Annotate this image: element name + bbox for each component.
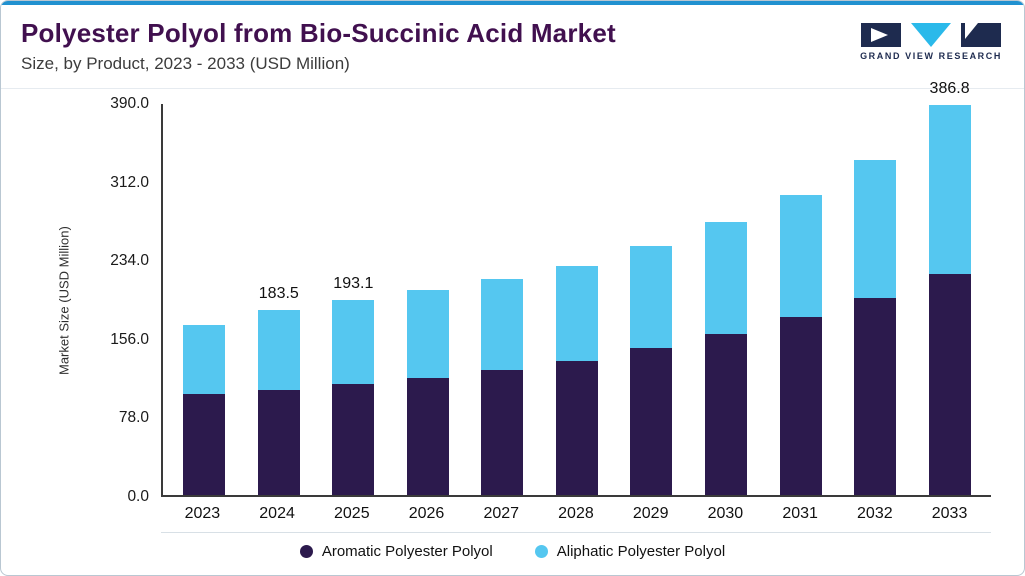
bar-2023[interactable] [183, 324, 226, 495]
bar-segment-aliphatic[interactable] [481, 279, 524, 371]
y-tick-label: 234.0 [110, 252, 149, 270]
bar-2029[interactable] [630, 246, 673, 495]
x-tick-label: 2024 [259, 505, 295, 522]
bar-segment-aromatic[interactable] [183, 394, 226, 495]
legend-label: Aromatic Polyester Polyol [321, 543, 493, 560]
plot-area: 183.5 193.1 386.8 [161, 80, 991, 497]
bar-segment-aliphatic[interactable] [257, 310, 300, 391]
y-tick-label: 156.0 [110, 330, 149, 348]
header-titles: Polyester Polyol from Bio-Succinic Acid … [21, 18, 616, 74]
bar-segment-aromatic[interactable] [332, 384, 375, 495]
bar-2027[interactable] [481, 279, 524, 495]
bar-total-label: 386.8 [929, 80, 970, 98]
y-axis-title: Market Size (USD Million) [56, 226, 72, 375]
bar-segment-aliphatic[interactable] [704, 221, 747, 334]
y-tick-label: 0.0 [127, 488, 149, 505]
bar-2026[interactable] [406, 290, 449, 495]
legend-item-aliphatic[interactable]: Aliphatic Polyester Polyol [534, 543, 726, 560]
bar-2025[interactable]: 193.1 [332, 275, 375, 495]
y-tick-label: 312.0 [110, 173, 149, 191]
bar-segment-aromatic[interactable] [257, 390, 300, 495]
page-subtitle: Size, by Product, 2023 - 2033 (USD Milli… [21, 54, 350, 73]
top-accent-bar [1, 1, 1024, 5]
y-axis-ticks: 390.0 312.0 234.0 156.0 78.0 0.0 [75, 95, 149, 505]
plot-column: 183.5 193.1 386.8 2023 2024 2025 2026 2027 2028… [161, 80, 991, 533]
bar-total-label: 183.5 [258, 285, 299, 303]
bar-segment-aliphatic[interactable] [928, 105, 971, 275]
y-tick-label: 390.0 [110, 95, 149, 112]
page-title: Polyester Polyol from Bio-Succinic Acid … [21, 18, 616, 48]
gvr-logo: GRAND VIEW RESEARCH [860, 22, 1002, 61]
legend-label: Aliphatic Polyester Polyol [556, 543, 726, 560]
gvr-logo-icon [861, 23, 1002, 47]
bar-total-label: 193.1 [333, 275, 374, 293]
bar-2028[interactable] [555, 266, 598, 495]
header: Polyester Polyol from Bio-Succinic Acid … [1, 5, 1024, 89]
x-axis-labels: 2023 2024 2025 2026 2027 2028 2029 2030 2031 2032… [161, 497, 991, 523]
bar-segment-aromatic[interactable] [630, 347, 673, 495]
gvr-logo-text: GRAND VIEW RESEARCH [860, 51, 1002, 61]
bar-2032[interactable] [854, 160, 897, 495]
legend-divider [161, 532, 991, 533]
bar-segment-aromatic[interactable] [854, 297, 897, 495]
y-tick-label: 78.0 [118, 409, 149, 427]
bar-segment-aliphatic[interactable] [406, 290, 449, 379]
bar-segment-aromatic[interactable] [481, 370, 524, 495]
legend-swatch [534, 545, 548, 558]
chart-legend: Aromatic Polyester Polyol Aliphatic Polye… [1, 543, 1024, 560]
x-tick-label: 2029 [632, 505, 669, 522]
x-tick-label: 2027 [483, 505, 520, 522]
x-tick-label: 2033 [931, 505, 968, 522]
bar-segment-aliphatic[interactable] [183, 324, 226, 395]
bar-2030[interactable] [704, 221, 747, 495]
bar-2031[interactable] [779, 194, 822, 495]
bar-segment-aliphatic[interactable] [779, 194, 822, 317]
chart-area: Market Size (USD Million) 390.0 312.0 234.… [1, 80, 1024, 533]
x-tick-label: 2025 [334, 505, 370, 522]
legend-item-aromatic[interactable]: Aromatic Polyester Polyol [299, 543, 493, 560]
bar-2024[interactable]: 183.5 [257, 285, 300, 495]
bar-segment-aromatic[interactable] [928, 274, 971, 495]
x-tick-label: 2032 [857, 505, 893, 522]
bar-segment-aromatic[interactable] [406, 378, 449, 495]
bar-segment-aliphatic[interactable] [854, 160, 897, 298]
bar-segment-aromatic[interactable] [779, 316, 822, 495]
bar-2033[interactable]: 386.8 [928, 80, 971, 495]
bar-segment-aliphatic[interactable] [332, 300, 375, 385]
x-tick-label: 2030 [707, 505, 744, 522]
x-tick-label: 2031 [782, 505, 818, 522]
legend-swatch [299, 545, 313, 558]
bar-segment-aromatic[interactable] [555, 360, 598, 495]
bar-segment-aliphatic[interactable] [555, 266, 598, 361]
bar-segment-aromatic[interactable] [704, 333, 747, 495]
x-tick-label: 2026 [408, 505, 445, 522]
x-tick-label: 2028 [558, 505, 594, 522]
x-tick-label: 2023 [184, 505, 221, 522]
bar-segment-aliphatic[interactable] [630, 246, 673, 348]
